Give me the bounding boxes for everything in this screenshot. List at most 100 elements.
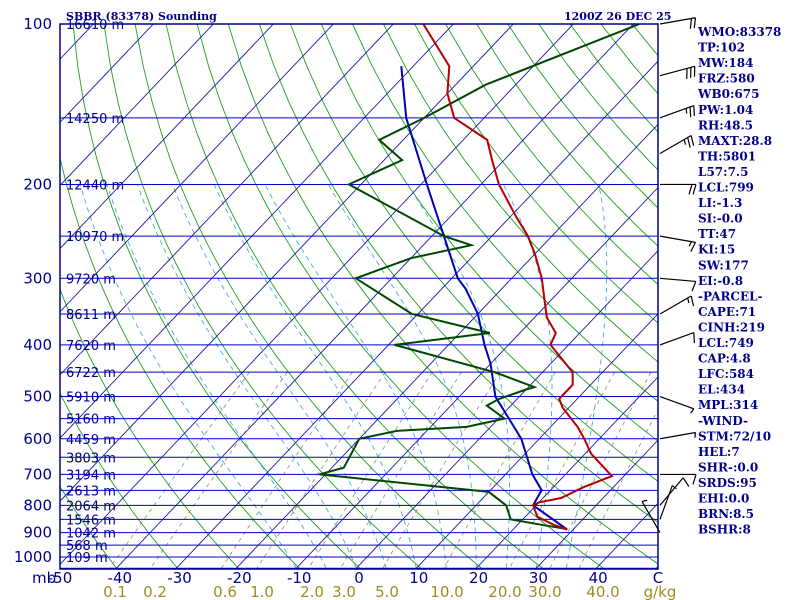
wind-barb-flag <box>689 18 693 29</box>
dry-adiabat-line <box>445 24 658 285</box>
wind-barb-flag <box>691 281 697 292</box>
mixing-ratio-label: 20.0 <box>488 583 521 600</box>
plot-frame <box>59 23 659 570</box>
temperature-tick: -30 <box>167 569 192 587</box>
temperature-profile <box>422 24 614 531</box>
pressure-label: 200 <box>23 175 52 193</box>
index-value: TH:5801 <box>698 149 756 163</box>
temperature-tick: 10 <box>409 569 428 587</box>
mixing-ratio-unit: g/kg <box>644 583 677 600</box>
wind-barb <box>659 485 677 520</box>
index-value: MAXT:28.8 <box>698 134 772 148</box>
moist-adiabat-line <box>327 184 477 569</box>
mixing-ratio-label: 5.0 <box>375 583 399 600</box>
wind-barb-half <box>641 499 648 503</box>
temperature-tick: 0 <box>354 569 364 587</box>
wind-barb-staff <box>659 17 696 25</box>
index-value: WMO:83378 <box>697 25 781 39</box>
index-value: SW:177 <box>698 258 749 272</box>
dry-adiabat-line <box>165 24 545 569</box>
wind-barb <box>660 473 697 485</box>
wind-barb <box>659 235 696 252</box>
wind-barb-flag <box>690 295 695 307</box>
dry-adiabat-line <box>0 24 58 571</box>
height-label: 2613 m <box>66 484 116 499</box>
wind-barb-half <box>690 408 695 414</box>
height-label: 3194 m <box>66 468 116 483</box>
mixing-ratio-line <box>549 372 652 569</box>
wind-barb-staff <box>641 501 661 533</box>
pressure-label: 500 <box>23 388 52 406</box>
wind-barb-half <box>687 297 690 304</box>
dry-adiabat-line <box>414 24 658 324</box>
index-value: KI:15 <box>698 243 735 257</box>
moist-adiabat-line <box>171 184 387 569</box>
index-value: SHR-:0.0 <box>698 460 758 474</box>
index-value: LI:-1.3 <box>698 196 742 210</box>
wind-barb <box>659 17 697 29</box>
index-value: -WIND- <box>698 414 748 428</box>
mixing-ratio-line <box>256 371 386 569</box>
index-value: L57:7.5 <box>698 165 748 179</box>
mixing-ratio-line <box>150 371 288 569</box>
isotherm-line <box>414 313 658 569</box>
temperature-tick: 20 <box>469 569 488 587</box>
temperature-tick: -10 <box>287 569 312 587</box>
wind-barbs <box>641 17 697 533</box>
wind-barb-flag <box>689 106 692 118</box>
wind-barb-half <box>671 485 677 490</box>
isotherm-line <box>174 60 658 569</box>
height-label: 16610 m <box>66 18 124 33</box>
wind-barb-staff <box>659 65 695 77</box>
height-label: 8611 m <box>66 308 116 323</box>
wind-barb-staff <box>659 104 695 119</box>
index-value: STM:72/10 <box>698 429 771 443</box>
chart-title: SBBR (83378) Sounding <box>66 10 217 23</box>
index-value: SI:-0.0 <box>698 212 743 226</box>
height-label: 2064 m <box>66 499 116 514</box>
pressure-label: 400 <box>23 336 52 354</box>
isotherm-line <box>594 502 658 569</box>
dry-adiabat-line <box>352 24 658 402</box>
isotherm-line <box>60 24 514 502</box>
pressure-label: 100 <box>23 15 52 33</box>
mixing-ratio-label: 40.0 <box>586 583 619 600</box>
height-label: 1042 m <box>66 527 116 542</box>
mixing-ratio-label: 1.0 <box>250 583 274 600</box>
isotherm-line <box>474 376 658 569</box>
isobar-lines <box>60 23 658 569</box>
mixing-ratio-label: 10.0 <box>430 583 463 600</box>
mixing-ratio-label: 0.6 <box>213 583 237 600</box>
dry-adiabat-line <box>320 24 658 442</box>
height-label: 6722 m <box>66 366 116 381</box>
mixing-ratio-line <box>308 371 433 569</box>
height-label: 5910 m <box>66 391 116 406</box>
wind-barb-staff <box>659 135 692 155</box>
pressure-label: 800 <box>23 496 52 514</box>
index-value: CAP:4.8 <box>698 352 751 366</box>
wind-barb-staff <box>659 235 696 243</box>
index-value: MPL:314 <box>698 398 758 412</box>
temperature-tick: -50 <box>48 569 73 587</box>
wind-barb-flag <box>690 135 695 146</box>
index-value: LCL:799 <box>698 181 754 195</box>
temperature-tick: C <box>653 569 663 587</box>
wind-barb-flag <box>693 332 696 344</box>
temperature-tick: -40 <box>108 569 133 587</box>
wind-barb <box>659 332 696 346</box>
isotherm-line <box>60 24 454 439</box>
temperature-tick: 30 <box>529 569 548 587</box>
index-value: RH:48.5 <box>698 118 753 132</box>
index-value: BRN:8.5 <box>698 507 754 521</box>
chart-time: 1200Z 26 DEC 25 <box>564 10 671 23</box>
index-value: SRDS:95 <box>698 476 757 490</box>
wind-barb-staff <box>659 485 673 520</box>
moist-adiabat-line <box>136 184 357 569</box>
isotherm-line <box>294 186 658 569</box>
height-label: 568 m <box>66 539 108 554</box>
wind-barb <box>659 431 697 440</box>
index-value: CAPE:71 <box>698 305 756 319</box>
index-value: EI:-0.8 <box>698 274 743 288</box>
dry-adiabat-line <box>569 24 658 133</box>
height-label: 14250 m <box>66 112 124 127</box>
